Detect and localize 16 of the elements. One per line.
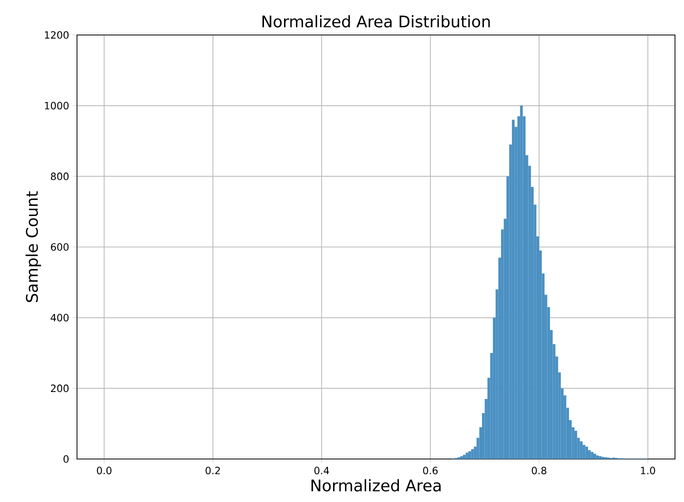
y-tick-label: 800 [50,172,69,180]
x-tick-label: 1.0 [640,466,656,474]
x-tick-label: 0.4 [314,466,330,474]
x-tick-label: 0.0 [96,466,112,474]
y-axis-title: Sample Count [26,191,42,302]
y-tick-label: 200 [50,384,69,392]
x-tick-label: 0.8 [532,466,546,474]
x-tick-label: 0.6 [423,466,438,474]
y-tick-label: 400 [50,314,69,322]
y-tick-label: 0 [64,455,69,463]
x-tick-label: 0.2 [206,466,220,474]
chart-title: Normalized Area Distribution [262,15,490,28]
x-axis-title: Normalized Area [311,479,441,492]
y-tick-label: 600 [50,243,69,251]
y-tick-label: 1000 [44,102,69,110]
y-tick-label: 1200 [44,31,69,39]
